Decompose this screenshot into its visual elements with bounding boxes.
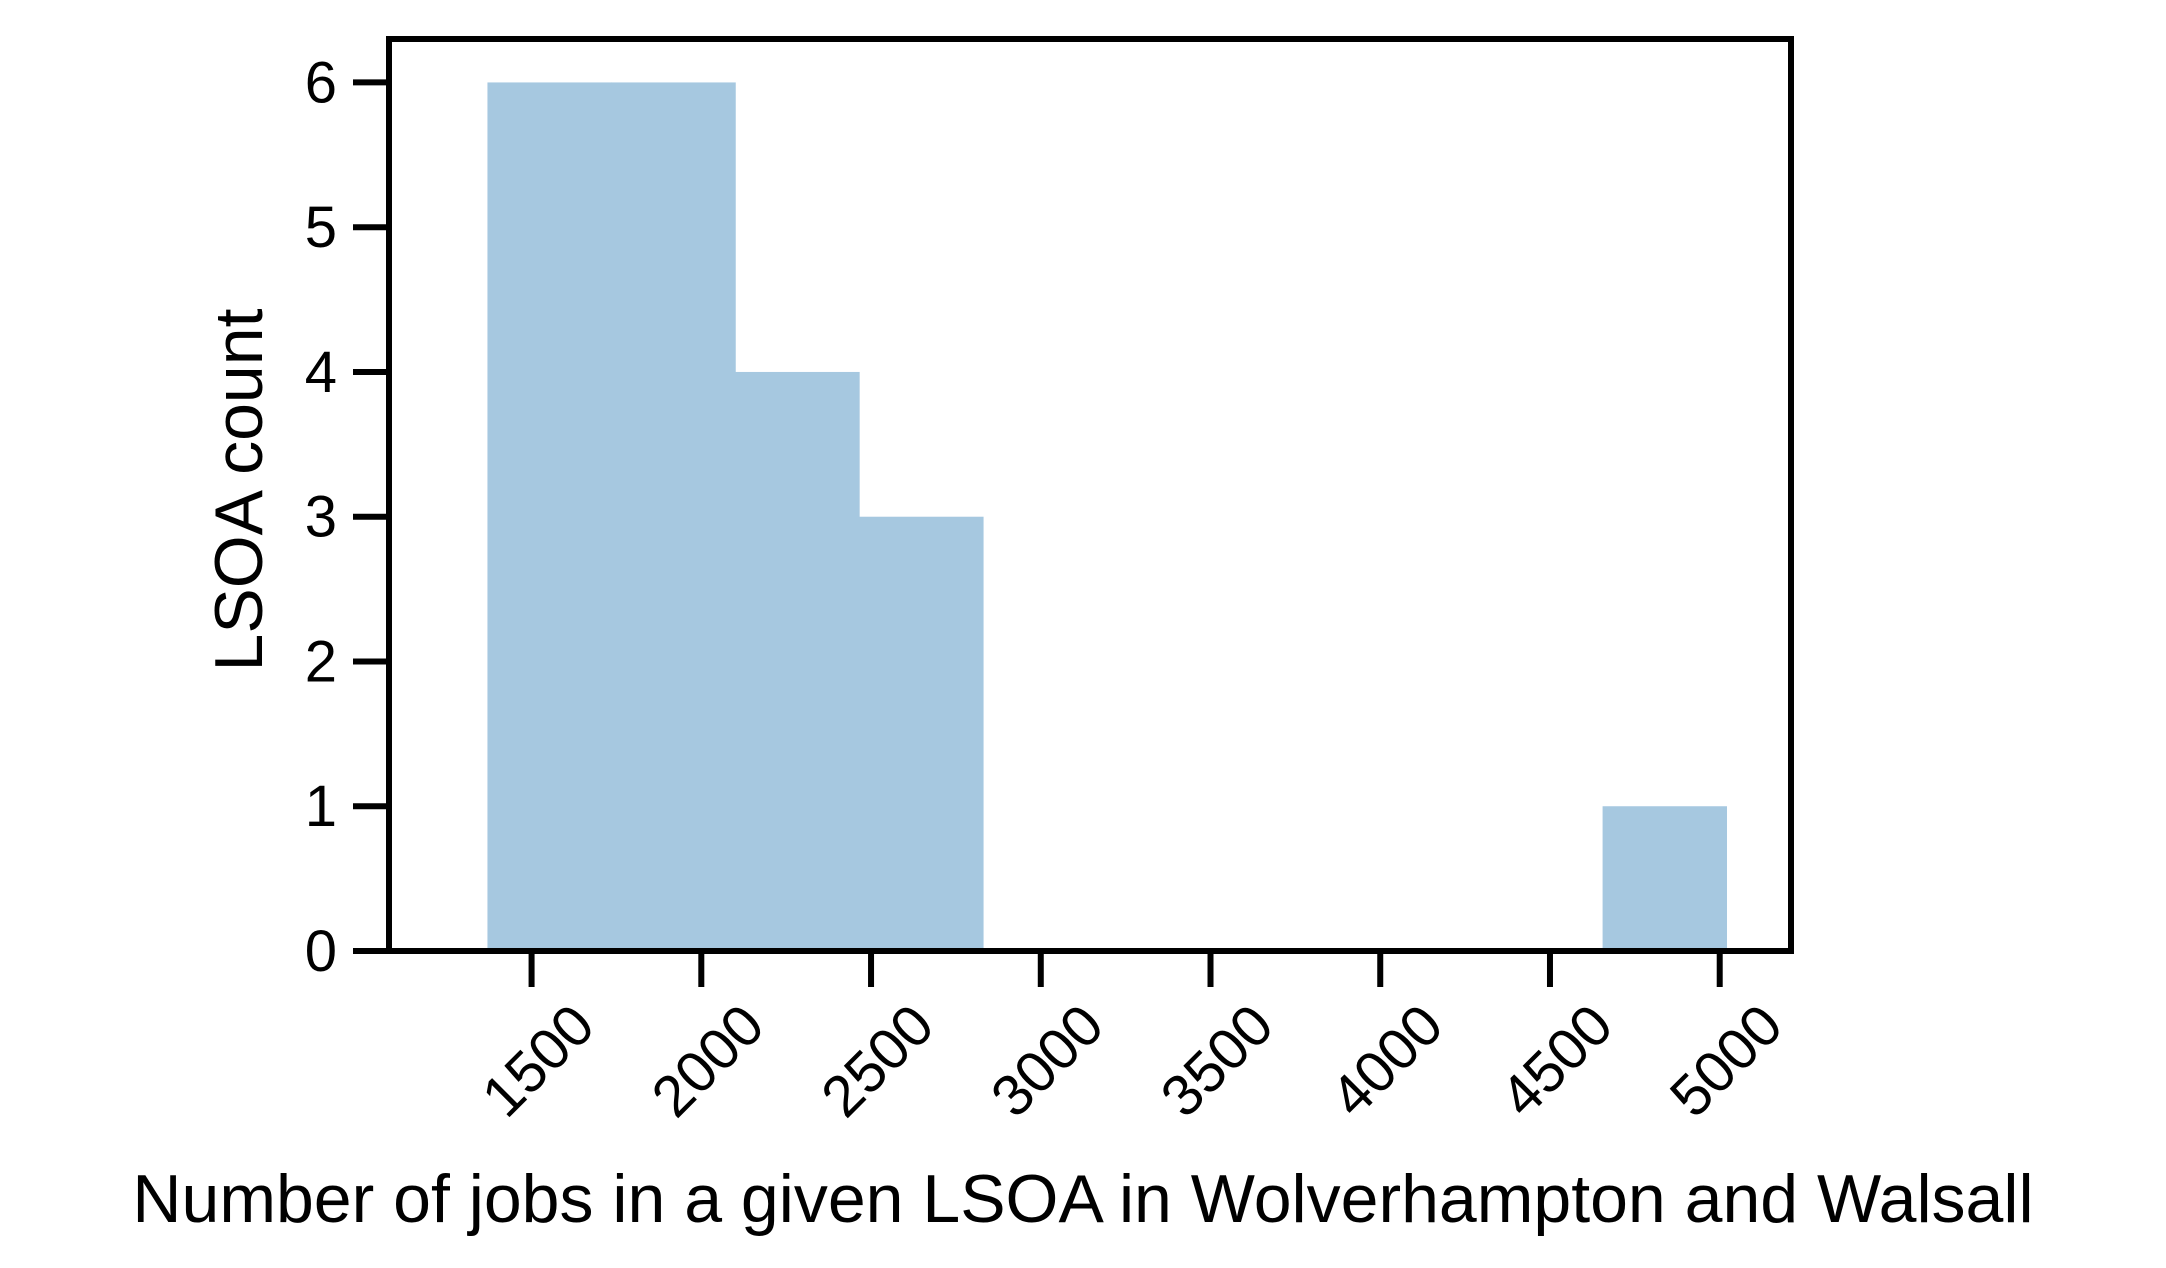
histogram-bar-3 (859, 516, 984, 951)
x-tick-label: 5000 (1658, 992, 1795, 1129)
x-axis-label: Number of jobs in a given LSOA in Wolver… (132, 1161, 2033, 1237)
y-axis-ticks: 0 1 2 3 4 5 6 (305, 50, 389, 984)
x-axis-ticks: 1500 2000 2500 3000 3500 4000 4500 5000 (470, 951, 1795, 1129)
y-tick-label: 2 (305, 629, 337, 694)
histogram-bar-1 (611, 82, 736, 951)
plot-frame (386, 36, 1794, 954)
y-tick-label: 6 (305, 50, 337, 115)
x-tick-label: 4000 (1318, 992, 1455, 1129)
histogram-bar-0 (487, 82, 612, 951)
x-tick-label: 2000 (639, 992, 776, 1129)
y-tick-label: 3 (305, 485, 337, 550)
x-tick-label: 3000 (979, 992, 1116, 1129)
x-tick-label: 1500 (470, 992, 607, 1129)
histogram-bar-9 (1602, 806, 1728, 951)
y-tick-label: 1 (305, 774, 337, 839)
x-tick-label: 2500 (809, 992, 946, 1129)
y-tick-label: 0 (305, 919, 337, 984)
y-axis-label: LSOA count (201, 308, 277, 671)
y-tick-label: 5 (305, 195, 337, 260)
y-tick-label: 4 (305, 340, 337, 405)
histogram-bar-2 (735, 371, 860, 951)
bars-group (487, 82, 1728, 951)
x-tick-label: 4500 (1488, 992, 1625, 1129)
x-tick-label: 3500 (1149, 992, 1286, 1129)
